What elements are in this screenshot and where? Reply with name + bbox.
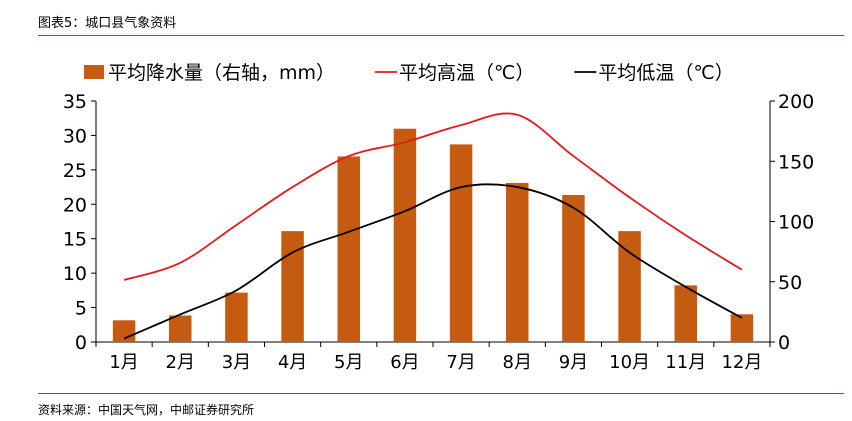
source-note: 资料来源：中国天气网，中邮证券研究所 <box>38 403 255 417</box>
avg-low-temp-line <box>123 183 743 340</box>
x-tick-label: 12月 <box>721 352 762 373</box>
x-tick-label: 1月 <box>109 352 138 373</box>
precipitation-bar <box>112 320 136 342</box>
right-tick-label: 0 <box>778 332 790 354</box>
precipitation-bar <box>449 144 473 342</box>
precipitation-bar <box>281 231 304 342</box>
x-tick-label: 4月 <box>278 352 307 373</box>
precipitation-bar <box>674 285 697 342</box>
temperature-lines <box>123 112 743 340</box>
precipitation-bar <box>618 231 641 342</box>
legend-swatch-precipitation <box>84 65 104 79</box>
legend-label: 平均高温（℃） <box>399 62 534 84</box>
bottom-rule <box>38 393 844 394</box>
right-tick-label: 150 <box>778 151 814 173</box>
x-tick-label: 5月 <box>334 352 363 373</box>
x-tick-label: 10月 <box>609 352 650 373</box>
left-tick-label: 0 <box>75 332 87 354</box>
x-tick-label: 3月 <box>222 352 251 373</box>
left-tick-label: 15 <box>63 229 87 251</box>
x-tick-label: 2月 <box>166 352 195 373</box>
x-tick-label: 7月 <box>446 352 475 373</box>
left-tick-label: 20 <box>63 194 87 216</box>
precipitation-bar <box>337 156 360 342</box>
left-tick-label: 25 <box>63 160 87 182</box>
precipitation-bar <box>730 314 754 342</box>
legend-label: 平均降水量（右轴，mm） <box>108 62 335 84</box>
x-tick-label: 9月 <box>559 352 588 373</box>
x-tick-label: 8月 <box>503 352 532 373</box>
legend-label: 平均低温（℃） <box>598 62 733 84</box>
top-rule <box>38 35 844 36</box>
precipitation-bar <box>393 128 417 342</box>
axes: 0 5 10 15 20 25 30 35 0 50 100 150 200 1月 2月 3月 4月 5月 6月 7月… <box>63 91 814 373</box>
precipitation-bar <box>506 182 529 342</box>
precipitation-bar <box>225 292 248 342</box>
precipitation-bar <box>169 315 192 342</box>
x-tick-label: 6月 <box>390 352 419 373</box>
left-tick-label: 35 <box>63 91 87 113</box>
precipitation-bar <box>562 194 585 342</box>
avg-high-temp-line <box>123 112 743 281</box>
figure-title: 图表5：城口县气象资料 <box>38 16 177 31</box>
right-tick-label: 100 <box>778 212 814 234</box>
left-tick-label: 5 <box>75 298 87 320</box>
left-tick-label: 30 <box>63 125 87 147</box>
precipitation-bars <box>112 128 754 342</box>
x-tick-label: 11月 <box>665 352 706 373</box>
right-tick-label: 50 <box>778 272 802 294</box>
left-tick-label: 10 <box>63 263 87 285</box>
legend: 平均降水量（右轴，mm） 平均高温（℃） 平均低温（℃） <box>84 62 734 84</box>
right-tick-label: 200 <box>778 91 814 113</box>
